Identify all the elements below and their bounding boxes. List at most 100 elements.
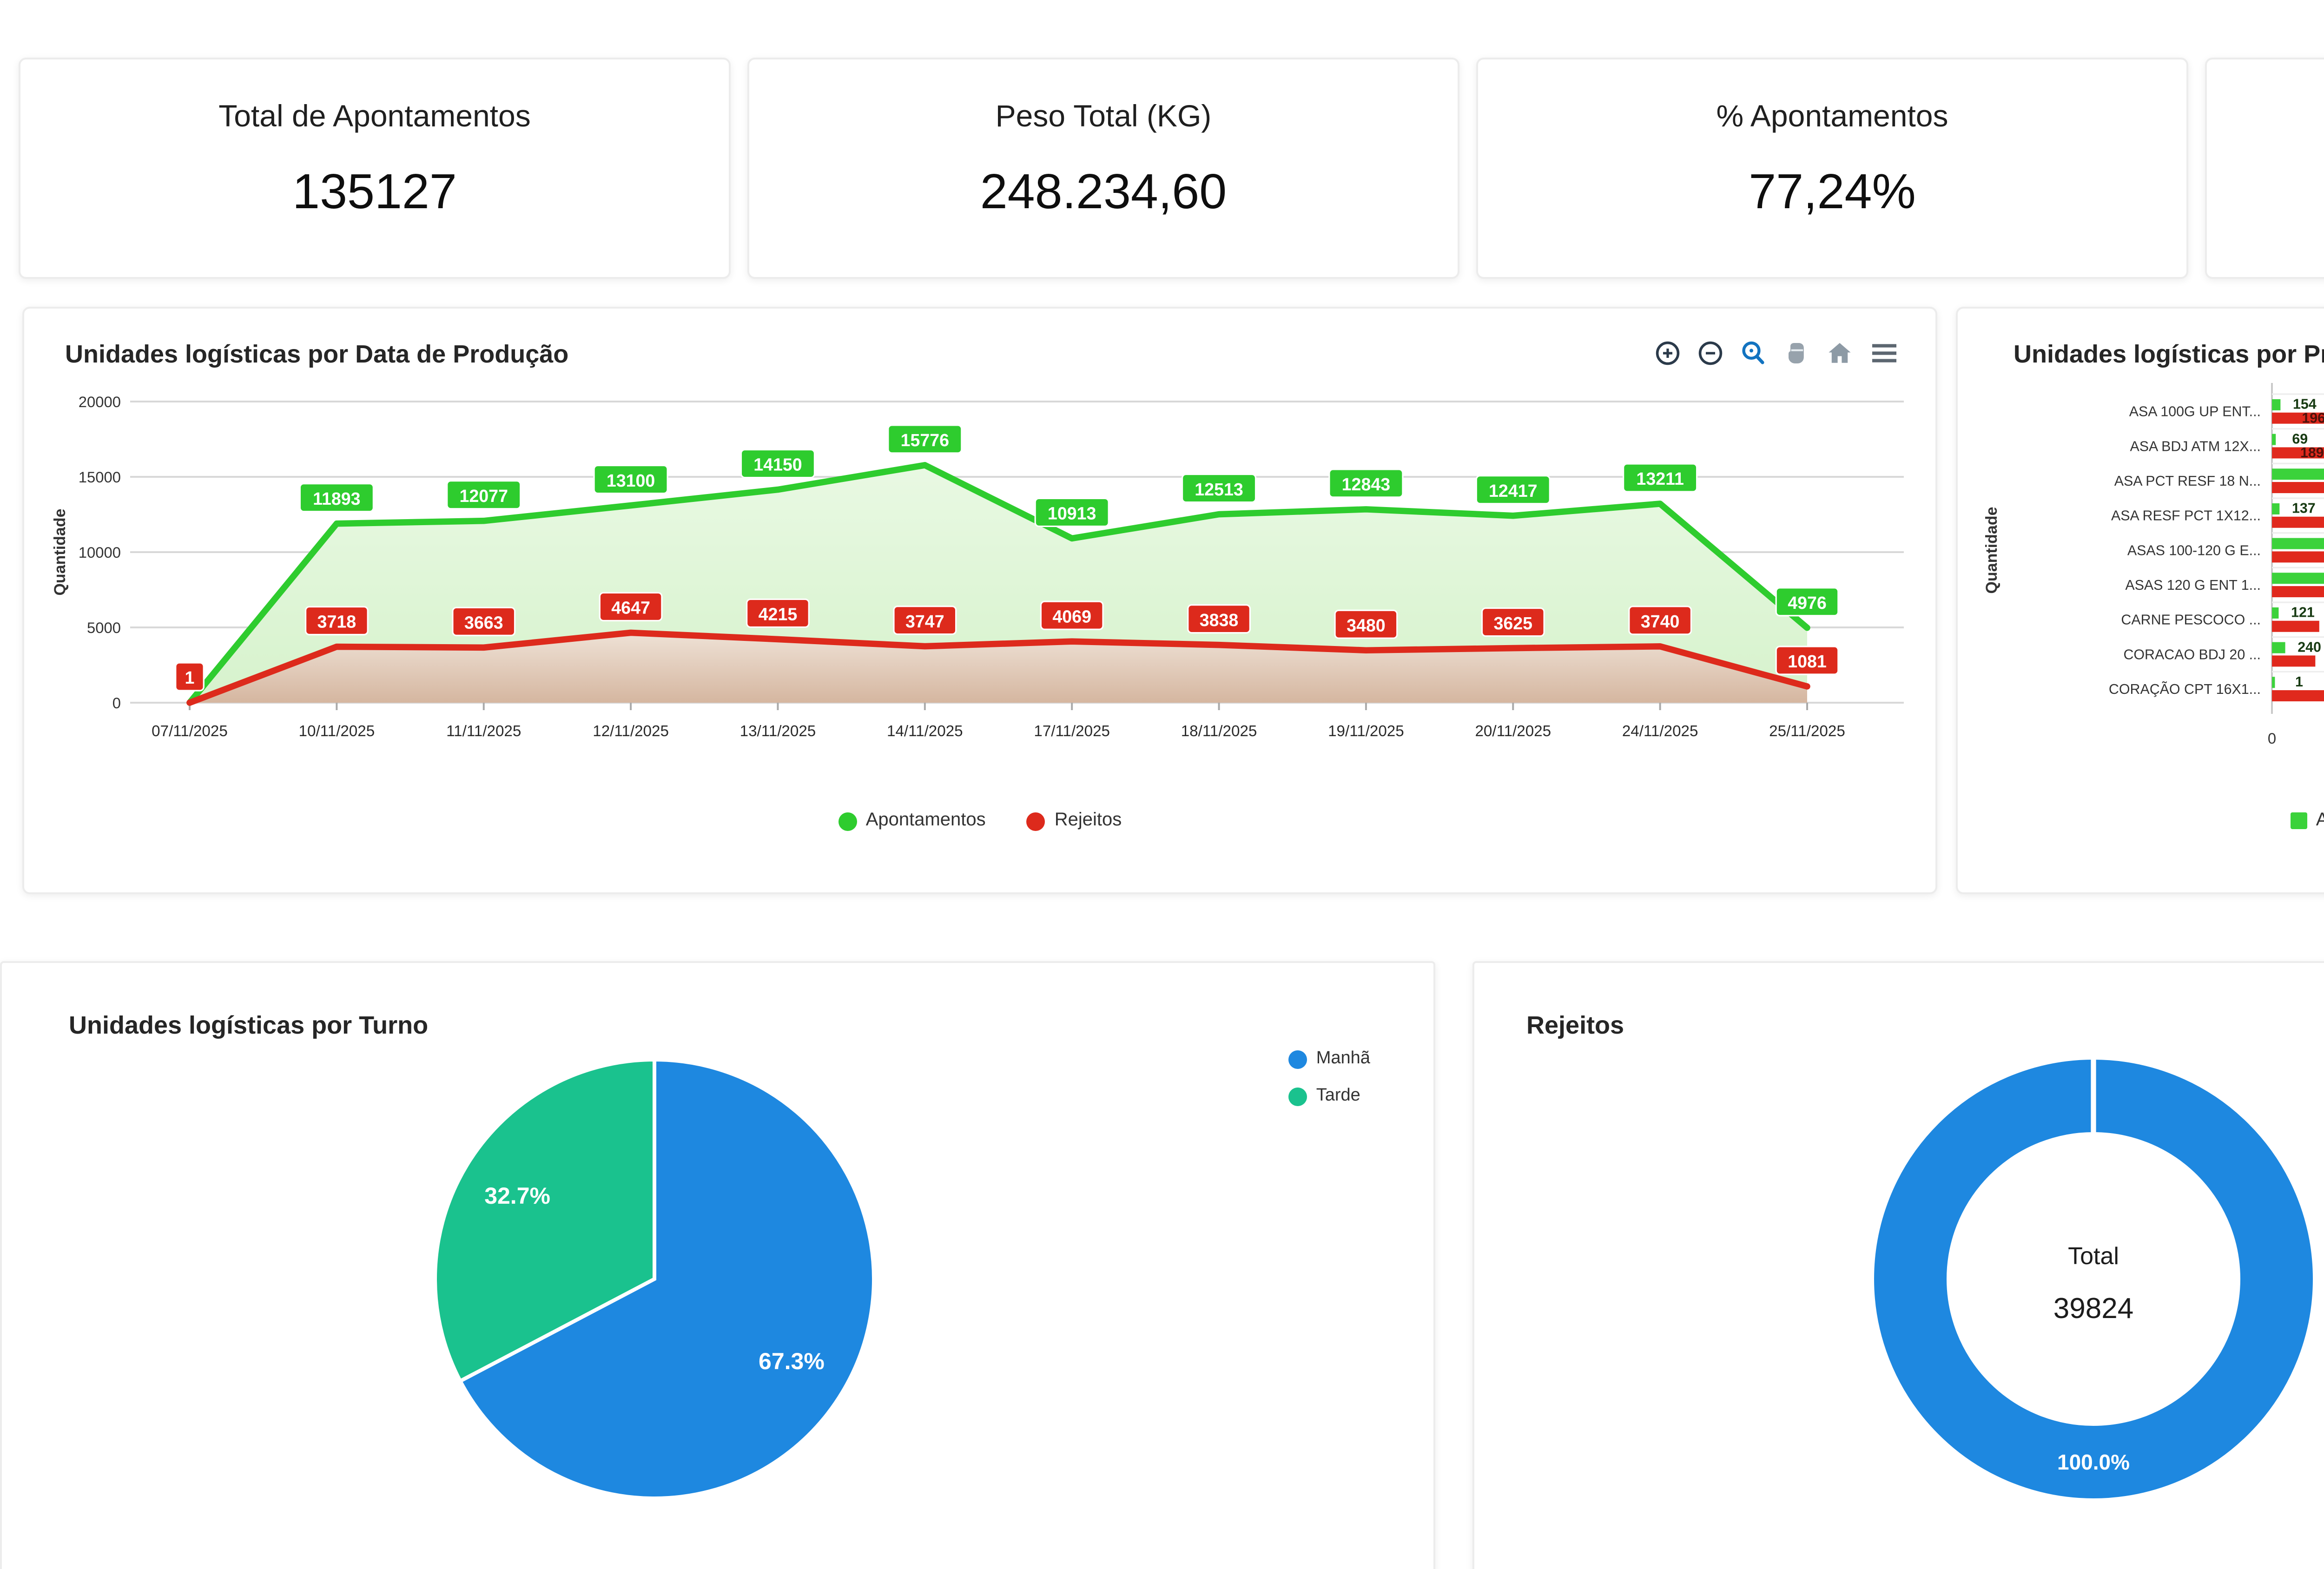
svg-text:14150: 14150 <box>753 455 802 475</box>
svg-text:12843: 12843 <box>1342 475 1391 494</box>
chart-title-rejeitos: Rejeitos <box>1526 1011 1624 1039</box>
svg-text:3740: 3740 <box>1641 612 1680 631</box>
svg-text:15000: 15000 <box>79 468 121 486</box>
svg-text:0: 0 <box>2268 730 2276 747</box>
svg-text:ASA 100G UP ENT...: ASA 100G UP ENT... <box>2129 404 2261 420</box>
svg-text:12417: 12417 <box>1489 481 1538 501</box>
svg-text:24/11/2025: 24/11/2025 <box>1622 723 1698 740</box>
svg-text:4069: 4069 <box>1052 607 1091 626</box>
chart-toolbar <box>1655 340 1898 366</box>
svg-text:4976: 4976 <box>1788 593 1827 613</box>
svg-text:CORAÇÃO CPT 16X1...: CORAÇÃO CPT 16X1... <box>2109 681 2261 697</box>
svg-text:0: 0 <box>112 694 121 712</box>
svg-text:Quantidade: Quantidade <box>1983 507 2000 593</box>
bar-chart-legend: Apontamentos Rejeitos <box>1958 811 2324 831</box>
svg-text:Quantidade: Quantidade <box>51 508 69 595</box>
svg-text:13211: 13211 <box>1636 469 1684 488</box>
tarde-dot-icon <box>1288 1087 1307 1105</box>
apontamentos-square-icon <box>2290 812 2307 829</box>
apontamentos-dot-icon <box>838 811 857 830</box>
menu-icon[interactable] <box>1870 342 1898 364</box>
bar-chart-unidades-por-produto[interactable]: 0200040006000800010000QuantidadeASA 100G… <box>1978 368 2324 807</box>
legend-label: Apontamentos <box>2316 811 2324 831</box>
legend-label: Rejeitos <box>1054 811 1122 831</box>
svg-text:32.7%: 32.7% <box>484 1183 550 1209</box>
kpi-value: 135127 <box>292 164 457 219</box>
svg-text:12513: 12513 <box>1195 480 1243 499</box>
svg-text:67.3%: 67.3% <box>759 1348 825 1374</box>
card-unidades-por-produto: Unidades logísticas por Produto 02000400… <box>1956 307 2324 894</box>
kpi-label: Total de Apontamentos <box>218 100 531 134</box>
card-unidades-por-data: Unidades logísticas por Data de Produção… <box>22 307 1937 894</box>
card-unidades-por-turno: Unidades logísticas por Turno 67.3% 32.7%… <box>0 961 1435 1569</box>
svg-text:3480: 3480 <box>1347 615 1386 635</box>
zoom-out-icon[interactable] <box>1697 340 1723 366</box>
svg-text:3718: 3718 <box>317 612 357 632</box>
reset-home-icon[interactable] <box>1826 340 1854 366</box>
area-chart-unidades-por-data[interactable]: 20000 15000 10000 5000 0 Quantidade 07/11/2025… <box>45 372 1915 807</box>
legend-item-tarde[interactable]: Tarde <box>1288 1086 1370 1106</box>
svg-text:17/11/2025: 17/11/2025 <box>1034 723 1110 740</box>
line-chart-legend: Apontamentos Rejeitos <box>24 811 1935 831</box>
svg-text:154: 154 <box>2293 396 2317 412</box>
svg-text:13100: 13100 <box>607 471 655 490</box>
kpi-value: 77,24% <box>1749 164 1916 219</box>
svg-text:121: 121 <box>2291 605 2315 620</box>
kpi-label: Peso Total (KG) <box>995 100 1212 134</box>
rejeitos-dot-icon <box>1026 811 1045 830</box>
svg-text:3663: 3663 <box>464 613 503 633</box>
svg-text:3838: 3838 <box>1200 610 1239 630</box>
svg-text:3747: 3747 <box>905 612 944 631</box>
legend-label: Manhã <box>1316 1048 1370 1069</box>
svg-text:15776: 15776 <box>901 430 950 450</box>
svg-text:Total: Total <box>2068 1243 2119 1270</box>
kpi-card-peso-total: Peso Total (KG) 248.234,60 <box>747 58 1459 279</box>
svg-text:1893: 1893 <box>2300 445 2324 461</box>
kpi-card-pct-apontamentos: % Apontamentos 77,24% <box>1476 58 2188 279</box>
zoom-in-icon[interactable] <box>1655 340 1681 366</box>
svg-text:20000: 20000 <box>79 393 121 410</box>
manha-dot-icon <box>1288 1049 1307 1068</box>
svg-text:100.0%: 100.0% <box>2057 1450 2130 1474</box>
svg-text:4215: 4215 <box>759 605 798 624</box>
svg-text:ASA RESF PCT 1X12...: ASA RESF PCT 1X12... <box>2111 508 2261 524</box>
svg-text:25/11/2025: 25/11/2025 <box>1769 723 1845 740</box>
svg-text:1960: 1960 <box>2302 410 2324 426</box>
pie-chart-turno[interactable]: 67.3% 32.7% <box>2 963 1437 1562</box>
kpi-row: Total de Apontamentos 135127 Peso Total … <box>19 58 2324 279</box>
legend-item-manha[interactable]: Manhã <box>1288 1048 1370 1069</box>
svg-text:69: 69 <box>2292 431 2308 447</box>
svg-text:14/11/2025: 14/11/2025 <box>887 723 963 740</box>
chart-title-produto: Unidades logísticas por Produto <box>2014 340 2324 368</box>
svg-text:CARNE PESCOCO ...: CARNE PESCOCO ... <box>2121 612 2261 628</box>
kpi-value: 248.234,60 <box>980 164 1227 219</box>
donut-chart-rejeitos[interactable]: Total 39824 100.0% <box>1474 963 2324 1562</box>
svg-text:10000: 10000 <box>79 544 121 561</box>
legend-label: Tarde <box>1316 1086 1360 1106</box>
legend-item-apontamentos[interactable]: Apontamentos <box>2290 811 2324 831</box>
svg-text:11/11/2025: 11/11/2025 <box>446 723 521 740</box>
svg-text:1: 1 <box>185 668 195 687</box>
kpi-card-total-apontamentos: Total de Apontamentos 135127 <box>19 58 731 279</box>
svg-text:3625: 3625 <box>1493 613 1532 633</box>
svg-text:11893: 11893 <box>313 489 360 508</box>
zoom-select-icon[interactable] <box>1740 340 1766 366</box>
legend-label: Apontamentos <box>865 811 986 831</box>
svg-text:20/11/2025: 20/11/2025 <box>1475 723 1551 740</box>
svg-text:CORACAO BDJ 20 ...: CORACAO BDJ 20 ... <box>2123 646 2261 662</box>
svg-text:13/11/2025: 13/11/2025 <box>740 723 816 740</box>
svg-text:39824: 39824 <box>2053 1292 2133 1325</box>
chart-title-turno: Unidades logísticas por Turno <box>69 1011 429 1039</box>
svg-text:18/11/2025: 18/11/2025 <box>1181 723 1257 740</box>
svg-text:12077: 12077 <box>459 486 508 506</box>
kpi-card-pct-rejeitos: % Rejeitos 22,76% <box>2205 58 2324 279</box>
svg-text:4647: 4647 <box>611 598 650 618</box>
chart-title-data-producao: Unidades logísticas por Data de Produção <box>65 340 569 368</box>
svg-text:ASAS 120 G ENT 1...: ASAS 120 G ENT 1... <box>2125 577 2261 593</box>
pan-icon[interactable] <box>1783 340 1809 366</box>
legend-item-apontamentos[interactable]: Apontamentos <box>838 811 986 831</box>
svg-text:137: 137 <box>2292 501 2316 516</box>
legend-item-rejeitos[interactable]: Rejeitos <box>1026 811 1122 831</box>
